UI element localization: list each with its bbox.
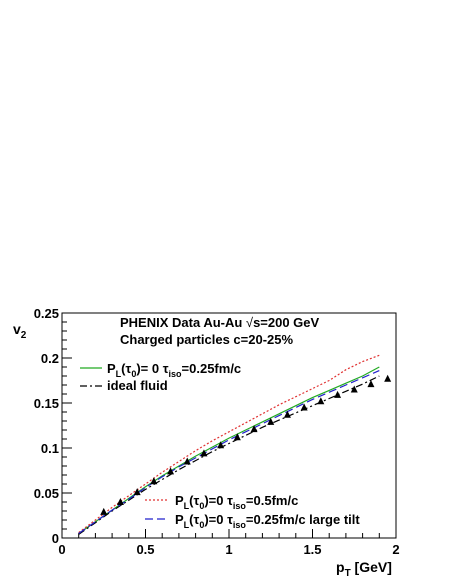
data-point-triangle [200,449,208,457]
legend-top: PL(τ0)= 0 τiso=0.25fm/c ideal fluid [80,361,241,393]
data-point-triangle [300,403,308,411]
x-axis-title: pT [GeV] [336,559,392,579]
y-tick-label: 0.05 [34,486,59,501]
x-tick-label: 0.5 [136,542,154,557]
data-point-triangle [150,477,158,485]
legend-label-tau-iso-025: PL(τ0)= 0 τiso=0.25fm/c [107,361,241,379]
x-tick-label: 1.5 [303,542,321,557]
data-point-triangle [350,385,358,393]
data-point-triangle [384,374,392,382]
data-point-triangle [116,498,124,505]
curve-green-solid [78,366,380,534]
phenix-data-points [100,374,392,515]
y-tick-label: 0.15 [34,396,59,411]
data-point-triangle [167,467,175,475]
y-tick-label: 0 [52,531,59,546]
data-point-triangle [283,410,291,418]
data-point-triangle [233,433,241,441]
legend-label-ideal-fluid: ideal fluid [107,378,168,393]
legend-bottom: PL(τ0)=0 τiso=0.5fm/c PL(τ0)=0 τiso=0.25… [145,493,360,530]
annotation-dataset: PHENIX Data Au-Au √s=200 GeV [120,315,320,330]
curve-blue-dashed [78,370,380,534]
curve-red-dotted [78,354,380,534]
model-curves [78,354,380,535]
data-point-triangle [317,397,325,405]
x-tick-label: 1 [225,542,232,557]
data-point-triangle [267,417,275,425]
data-point-triangle [367,380,375,388]
y-tick-label: 0.25 [34,306,59,321]
data-point-triangle [250,425,258,433]
x-tick-label: 2 [392,542,399,557]
data-point-triangle [217,441,225,449]
curve-black-dashdot [78,375,380,535]
data-point-triangle [183,457,191,465]
annotation-particles: Charged particles c=20-25% [120,332,293,347]
y-tick-label: 0.1 [41,441,59,456]
y-tick-label: 0.2 [41,351,59,366]
legend-label-tau-iso-05: PL(τ0)=0 τiso=0.5fm/c [175,493,298,511]
legend-label-large-tilt: PL(τ0)=0 τiso=0.25fm/c large tilt [175,512,360,530]
axis-ticks: 0 0.5 1 1.5 2 0 0.05 0.1 0.15 0.2 0.25 [34,306,400,557]
data-point-triangle [334,390,342,398]
y-axis-title: v2 [13,321,27,341]
data-point-triangle [100,507,108,515]
x-tick-label: 0 [58,542,65,557]
data-point-triangle [133,488,141,496]
